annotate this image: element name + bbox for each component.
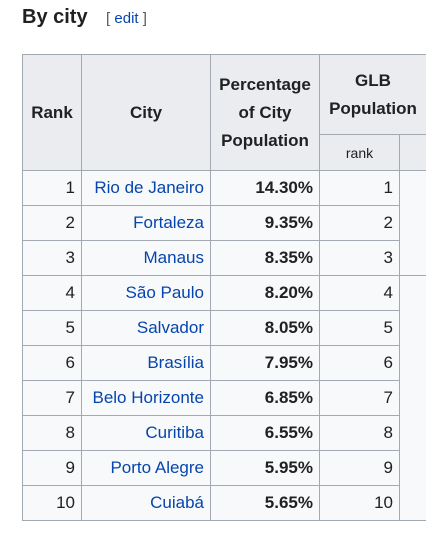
rank-cell: 7	[22, 380, 82, 416]
glb-rank-cell: 3	[319, 240, 400, 276]
table-row: 2 Fortaleza 9.35% 2	[22, 205, 426, 241]
heading-title: By city	[22, 6, 88, 28]
city-cell: Salvador	[81, 310, 211, 346]
header-empty	[399, 134, 426, 171]
table-row: 5 Salvador 8.05% 5	[22, 310, 426, 346]
rank-cell: 1	[22, 170, 82, 206]
glb-rank-cell: 9	[319, 450, 400, 486]
section-heading: By city [ edit ]	[22, 6, 147, 29]
header-glb: GLB Population	[319, 54, 426, 135]
rank-cell: 10	[22, 485, 82, 521]
city-cell: Brasília	[81, 345, 211, 381]
empty-cell	[399, 275, 426, 521]
percentage-cell: 5.65%	[210, 485, 320, 521]
rank-cell: 3	[22, 240, 82, 276]
bracket: ]	[142, 10, 147, 27]
percentage-cell: 8.35%	[210, 240, 320, 276]
percentage-cell: 6.85%	[210, 380, 320, 416]
rank-cell: 4	[22, 275, 82, 311]
rank-cell: 6	[22, 345, 82, 381]
percentage-cell: 8.20%	[210, 275, 320, 311]
city-cell: Curitiba	[81, 415, 211, 451]
percentage-cell: 5.95%	[210, 450, 320, 486]
glb-rank-cell: 10	[319, 485, 400, 521]
percentage-cell: 9.35%	[210, 205, 320, 241]
city-cell: Porto Alegre	[81, 450, 211, 486]
bracket: [	[106, 10, 111, 27]
glb-rank-cell: 2	[319, 205, 400, 241]
glb-rank-cell: 1	[319, 170, 400, 206]
rank-cell: 9	[22, 450, 82, 486]
table-row: 8 Curitiba 6.55% 8	[22, 415, 426, 451]
table-row: 7 Belo Horizonte 6.85% 7	[22, 380, 426, 416]
city-link[interactable]: Porto Alegre	[110, 458, 204, 477]
header-glb-rank[interactable]: rank	[319, 134, 400, 171]
table-row: 3 Manaus 8.35% 3	[22, 240, 426, 276]
city-link[interactable]: Fortaleza	[133, 213, 204, 232]
city-link[interactable]: Manaus	[143, 248, 204, 267]
glb-rank-cell: 4	[319, 275, 400, 311]
percentage-cell: 14.30%	[210, 170, 320, 206]
city-link[interactable]: Curitiba	[145, 423, 204, 442]
city-link[interactable]: Belo Horizonte	[92, 388, 204, 407]
rank-cell: 2	[22, 205, 82, 241]
city-cell: Fortaleza	[81, 205, 211, 241]
glb-rank-cell: 8	[319, 415, 400, 451]
city-cell: Belo Horizonte	[81, 380, 211, 416]
percentage-cell: 6.55%	[210, 415, 320, 451]
header-city[interactable]: City	[81, 54, 211, 171]
city-link[interactable]: Cuiabá	[150, 493, 204, 512]
city-cell: Manaus	[81, 240, 211, 276]
percentage-cell: 7.95%	[210, 345, 320, 381]
table-row: 10 Cuiabá 5.65% 10	[22, 485, 426, 521]
rank-cell: 8	[22, 415, 82, 451]
table-row: 6 Brasília 7.95% 6	[22, 345, 426, 381]
glb-rank-cell: 6	[319, 345, 400, 381]
city-cell: São Paulo	[81, 275, 211, 311]
table-row: 9 Porto Alegre 5.95% 9	[22, 450, 426, 486]
edit-section: [ edit ]	[106, 10, 147, 27]
table-row: 4 São Paulo 8.20% 4	[22, 275, 426, 521]
city-table: Rank City Percentage of City Population …	[22, 54, 426, 521]
empty-cell	[399, 170, 426, 276]
edit-link[interactable]: edit	[114, 10, 139, 27]
header-percentage[interactable]: Percentage of City Population	[210, 54, 320, 171]
glb-rank-cell: 5	[319, 310, 400, 346]
table-body: 1 Rio de Janeiro 14.30% 1 2 Fortaleza 9.35% 2 3 M…	[22, 170, 426, 521]
header-rank[interactable]: Rank	[22, 54, 82, 171]
percentage-cell: 8.05%	[210, 310, 320, 346]
glb-rank-cell: 7	[319, 380, 400, 416]
table-row: 1 Rio de Janeiro 14.30% 1	[22, 170, 426, 276]
city-cell: Rio de Janeiro	[81, 170, 211, 206]
city-link[interactable]: São Paulo	[125, 283, 204, 302]
rank-cell: 5	[22, 310, 82, 346]
city-cell: Cuiabá	[81, 485, 211, 521]
city-link[interactable]: Brasília	[147, 353, 204, 372]
city-link[interactable]: Salvador	[136, 318, 204, 337]
city-link[interactable]: Rio de Janeiro	[94, 178, 204, 197]
